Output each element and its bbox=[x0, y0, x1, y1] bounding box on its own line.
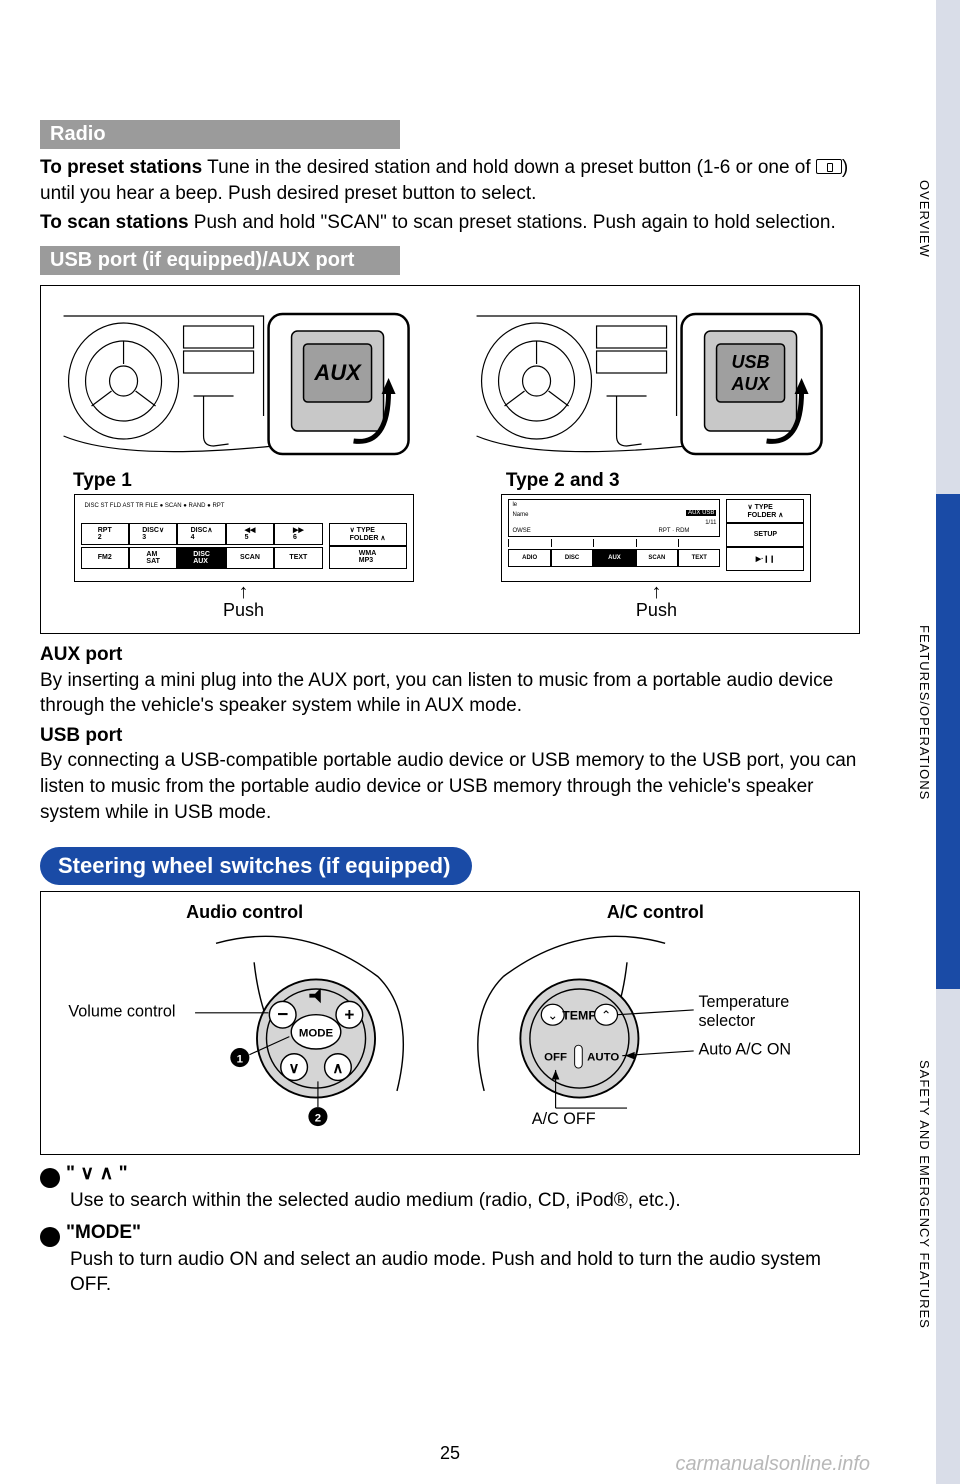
panel1-btn-discdown[interactable]: DISC∨3 bbox=[129, 523, 177, 545]
up-arrow-icon: ↑ bbox=[223, 584, 264, 600]
callout-1: 1 " ∨ ∧ " bbox=[40, 1161, 860, 1188]
steering-heading: Steering wheel switches (if equipped) bbox=[40, 847, 472, 885]
temp-selector-label: Temperature bbox=[698, 994, 789, 1012]
type1-push-label: Push bbox=[223, 600, 264, 620]
temp-label: TEMP bbox=[562, 1009, 596, 1023]
ports-figure: AUX Type 1 DISC ST FLD AST TR FILE ● SCA… bbox=[40, 285, 860, 634]
temp-down-icon[interactable]: ⌄ bbox=[547, 1009, 557, 1023]
panel2-side-setup[interactable]: SETUP bbox=[726, 523, 804, 547]
panel1-btn-ff[interactable]: ▶▶6 bbox=[274, 523, 322, 545]
panel2-btn-aux[interactable]: AUX bbox=[593, 549, 635, 567]
callout-2-icon: 2 bbox=[40, 1227, 60, 1247]
radio-scan-bold: To scan stations bbox=[40, 212, 189, 233]
volume-up-icon[interactable]: + bbox=[344, 1005, 354, 1025]
ac-control-col: A/C control ⌄ TEMP ⌃ OFF bbox=[466, 902, 845, 1134]
aux-port-body: By inserting a mini plug into the AUX po… bbox=[40, 670, 833, 717]
tab-features-strip bbox=[936, 494, 960, 989]
ac-auto-button[interactable]: AUTO bbox=[587, 1052, 619, 1064]
seek-down-icon[interactable]: ∨ bbox=[289, 1060, 300, 1077]
page-content: Radio To preset stations Tune in the des… bbox=[40, 120, 860, 1302]
svg-text:2: 2 bbox=[315, 1113, 321, 1125]
audio-control-col: Audio control MODE − + bbox=[55, 902, 434, 1134]
tab-overview-strip bbox=[936, 0, 960, 494]
ac-control-illustration: ⌄ TEMP ⌃ OFF AUTO Temperature selector A… bbox=[466, 929, 845, 1129]
aux-port-block: AUX port By inserting a mini plug into t… bbox=[40, 642, 860, 719]
radio-heading: Radio bbox=[40, 120, 400, 149]
auto-ac-on-label: Auto A/C ON bbox=[698, 1041, 791, 1059]
type23-cover-aux: AUX bbox=[730, 374, 770, 394]
ac-off-button[interactable]: OFF bbox=[544, 1052, 567, 1064]
callout-1-icon: 1 bbox=[40, 1168, 60, 1188]
type1-push: ↑ Push bbox=[223, 584, 264, 621]
side-tabs: OVERVIEW FEATURES/OPERATIONS SAFETY AND … bbox=[872, 0, 960, 1484]
panel2-btn-scan[interactable]: SCAN bbox=[636, 549, 678, 567]
tab-safety-label: SAFETY AND EMERGENCY FEATURES bbox=[917, 1060, 932, 1329]
svg-text:1: 1 bbox=[237, 1054, 244, 1066]
temp-selector-label2: selector bbox=[698, 1013, 755, 1031]
ac-control-title: A/C control bbox=[466, 902, 845, 923]
type1-radio-panel: DISC ST FLD AST TR FILE ● SCAN ● RAND ● … bbox=[74, 494, 414, 582]
radio-scan-text: To scan stations Push and hold "SCAN" to… bbox=[40, 210, 860, 236]
panel1-btn-text[interactable]: TEXT bbox=[274, 547, 322, 569]
volume-control-label: Volume control bbox=[68, 1003, 175, 1021]
audio-control-title: Audio control bbox=[55, 902, 434, 923]
type1-column: AUX Type 1 DISC ST FLD AST TR FILE ● SCA… bbox=[53, 296, 434, 621]
panel2-btn-radio[interactable]: ADIO bbox=[508, 549, 550, 567]
panel1-btn-scan[interactable]: SCAN bbox=[226, 547, 274, 569]
callout-2-title: "MODE" bbox=[66, 1222, 141, 1243]
mode-button-label[interactable]: MODE bbox=[299, 1028, 334, 1040]
panel2-side-folder[interactable]: ∨ TYPEFOLDER ∧ bbox=[726, 499, 804, 523]
steering-figure: Audio control MODE − + bbox=[40, 891, 860, 1155]
radio-scan-body: Push and hold "SCAN" to scan preset stat… bbox=[189, 212, 836, 233]
callout-2: 2 "MODE" bbox=[40, 1220, 860, 1247]
panel1-side-folder[interactable]: ∨ TYPEFOLDER ∧ bbox=[329, 523, 407, 546]
tab-safety-strip bbox=[936, 989, 960, 1484]
up-arrow-icon: ↑ bbox=[636, 584, 677, 600]
ports-heading: USB port (if equipped)/AUX port bbox=[40, 246, 400, 275]
panel2-btn-disc[interactable]: DISC bbox=[551, 549, 593, 567]
callout-1-title: " ∨ ∧ " bbox=[66, 1163, 128, 1184]
usb-port-body: By connecting a USB-compatible portable … bbox=[40, 750, 856, 822]
panel1-btn-discaux[interactable]: DISCAUX bbox=[177, 547, 225, 569]
type23-column: USB AUX Type 2 and 3 le Name OWSE AUX US… bbox=[466, 296, 847, 621]
type1-label: Type 1 bbox=[73, 470, 132, 492]
type23-cover-usb: USB bbox=[731, 352, 769, 372]
panel2-btn-text[interactable]: TEXT bbox=[678, 549, 720, 567]
panel1-btn-amsat[interactable]: AMSAT bbox=[129, 547, 177, 569]
type23-label: Type 2 and 3 bbox=[506, 470, 620, 492]
radio-preset-text: To preset stations Tune in the desired s… bbox=[40, 155, 860, 206]
aux-port-heading: AUX port bbox=[40, 644, 122, 665]
type1-dash-illustration: AUX bbox=[53, 296, 434, 466]
preset-button-icon bbox=[816, 159, 842, 174]
tab-features-label: FEATURES/OPERATIONS bbox=[917, 625, 932, 800]
panel1-btn-fm2[interactable]: FM2 bbox=[81, 547, 129, 569]
type1-cover-text: AUX bbox=[313, 360, 362, 385]
temp-up-icon[interactable]: ⌃ bbox=[601, 1009, 611, 1023]
callout-1-body: Use to search within the selected audio … bbox=[40, 1188, 860, 1214]
panel1-btn-rew[interactable]: ◀◀5 bbox=[226, 523, 274, 545]
tab-overview-label: OVERVIEW bbox=[917, 180, 932, 258]
type23-lcd: le Name OWSE AUX USB 1/11 RPT · RDM bbox=[508, 499, 720, 537]
callout-2-body: Push to turn audio ON and select an audi… bbox=[40, 1247, 860, 1298]
watermark: carmanualsonline.info bbox=[675, 1453, 870, 1476]
panel1-side-codec: WMAMP3 bbox=[329, 546, 407, 569]
panel2-side-play[interactable]: ▶·❙❙ bbox=[726, 547, 804, 571]
volume-down-icon[interactable]: − bbox=[277, 1005, 288, 1026]
radio-preset-bold: To preset stations bbox=[40, 157, 202, 178]
audio-control-illustration: MODE − + ∨ ∧ 1 2 bbox=[55, 929, 434, 1129]
type23-dash-illustration: USB AUX bbox=[466, 296, 847, 466]
usb-port-heading: USB port bbox=[40, 725, 122, 746]
type23-push: ↑ Push bbox=[636, 584, 677, 621]
seek-up-icon[interactable]: ∧ bbox=[332, 1060, 343, 1077]
type23-push-label: Push bbox=[636, 600, 677, 620]
radio-preset-a: Tune in the desired station and hold dow… bbox=[202, 157, 816, 178]
type1-lcd: DISC ST FLD AST TR FILE ● SCAN ● RAND ● … bbox=[81, 499, 323, 519]
ac-off-label: A/C OFF bbox=[532, 1111, 596, 1129]
panel1-btn-rpt[interactable]: RPT2 bbox=[81, 523, 129, 545]
usb-port-block: USB port By connecting a USB-compatible … bbox=[40, 723, 860, 826]
panel1-btn-discup[interactable]: DISC∧4 bbox=[177, 523, 225, 545]
type23-radio-panel: le Name OWSE AUX USB 1/11 RPT · RDM ADIO… bbox=[501, 494, 811, 582]
